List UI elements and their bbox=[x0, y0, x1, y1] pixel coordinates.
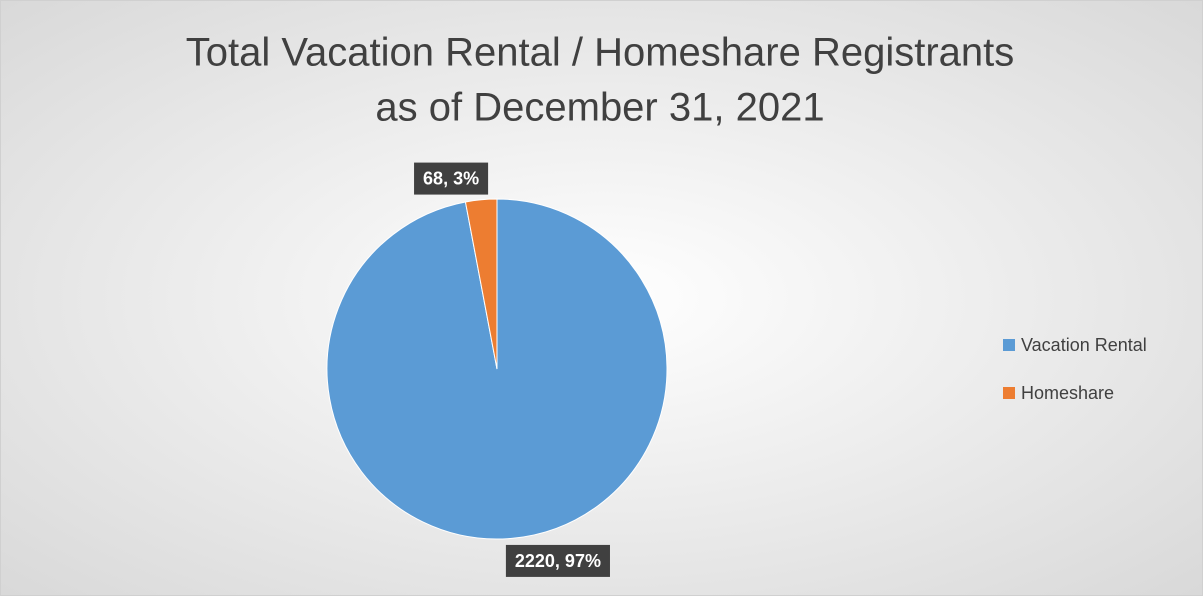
data-label-box bbox=[505, 544, 610, 577]
legend-label: Vacation Rental bbox=[1021, 335, 1147, 355]
pie-slice bbox=[326, 198, 668, 540]
legend-swatch bbox=[1003, 339, 1015, 351]
legend-label: Homeshare bbox=[1021, 383, 1114, 403]
data-label-text: 68, 3% bbox=[423, 169, 479, 189]
chart-title: Total Vacation Rental / Homeshare Regist… bbox=[186, 31, 1015, 75]
legend-swatch bbox=[1003, 387, 1015, 399]
data-label-text: 2220, 97% bbox=[515, 551, 601, 571]
data-label: 68, 3% bbox=[414, 162, 489, 195]
pie-slice bbox=[464, 198, 498, 370]
data-label: 2220, 97% bbox=[505, 544, 610, 577]
chart-title: as of December 31, 2021 bbox=[375, 86, 824, 130]
data-label-box bbox=[414, 162, 489, 195]
